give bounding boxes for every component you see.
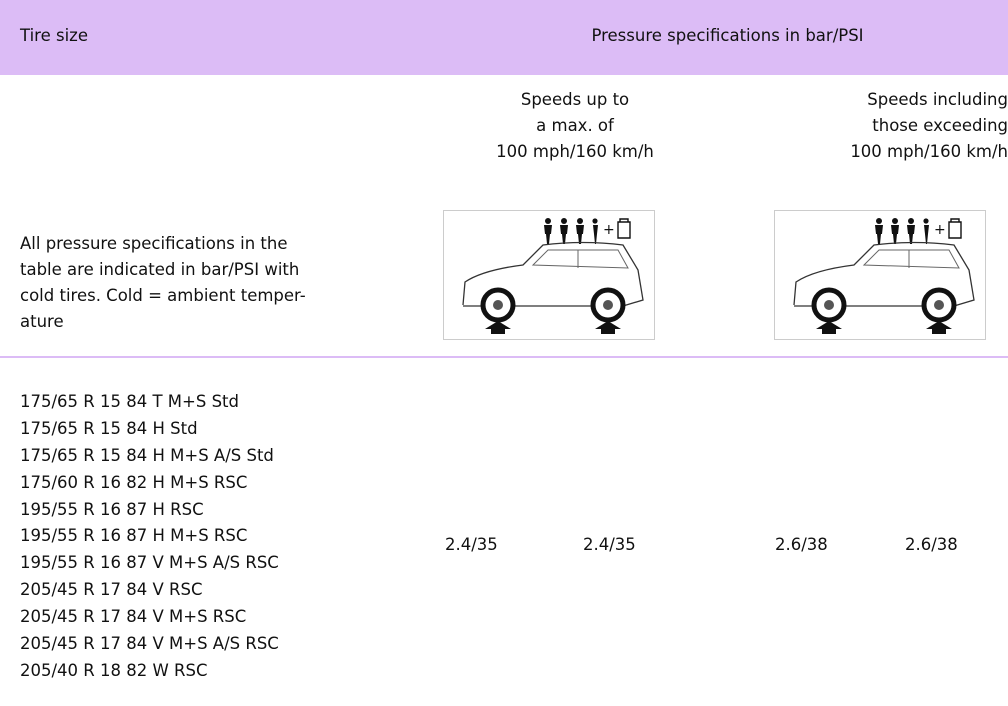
tire-size-list: 175/65 R 15 84 T M+S Std 175/65 R 15 84 H… [20, 389, 279, 685]
tire-size: 175/65 R 15 84 H Std [20, 418, 198, 438]
tire-size: 195/55 R 16 87 V M+S A/S RSC [20, 553, 279, 573]
note-line: cold tires. Cold = ambient temper- [20, 286, 306, 305]
speed-heading: Speeds including those exceeding 100 mph/1… [768, 87, 1008, 165]
speed-heading-line: 100 mph/160 km/h [850, 142, 1008, 161]
speed-heading-line: a max. of [536, 116, 614, 135]
svg-text:+: + [603, 222, 615, 238]
car-load-icon [774, 210, 986, 340]
note: All pressure specifications in the table … [20, 231, 306, 335]
separator [0, 356, 1008, 358]
note-line: ature [20, 312, 64, 331]
header-pressure: Pressure specifications in bar/PSI [591, 26, 864, 45]
tire-size: 205/45 R 17 84 V M+S A/S RSC [20, 634, 279, 654]
tire-size: 175/65 R 15 84 T M+S Std [20, 392, 240, 411]
car-load-icon: + [443, 210, 655, 340]
tire-size: 195/55 R 16 87 H M+S RSC [20, 526, 248, 546]
note-line: All pressure specifications in the [20, 234, 288, 253]
speed-heading-line: 100 mph/160 km/h [496, 142, 654, 161]
speed-heading-line: Speeds up to [520, 90, 630, 109]
header-tire-size: Tire size [20, 26, 88, 45]
pressure-value: 2.4/35 [583, 535, 636, 554]
speed-heading-line: those exceeding [872, 116, 1008, 135]
tire-size: 195/55 R 16 87 H RSC [20, 499, 204, 519]
tire-size: 205/40 R 18 82 W RSC [20, 660, 208, 680]
tire-size: 205/45 R 17 84 V M+S RSC [20, 607, 247, 627]
tire-size: 205/45 R 17 84 V RSC [20, 580, 203, 600]
header-row [0, 0, 1008, 75]
speed-heading-line: Speeds including [867, 90, 1008, 109]
speed-heading: Speeds up to a max. of 100 mph/160 km/h [475, 87, 675, 165]
note-line: table are indicated in bar/PSI with [20, 260, 300, 279]
pressure-value: 2.6/38 [775, 535, 828, 554]
tire-size: 175/60 R 16 82 H M+S RSC [20, 472, 248, 492]
tire-size: 175/65 R 15 84 H M+S A/S Std [20, 445, 274, 465]
pressure-value: 2.6/38 [905, 535, 958, 554]
pressure-value: 2.4/35 [445, 535, 498, 554]
